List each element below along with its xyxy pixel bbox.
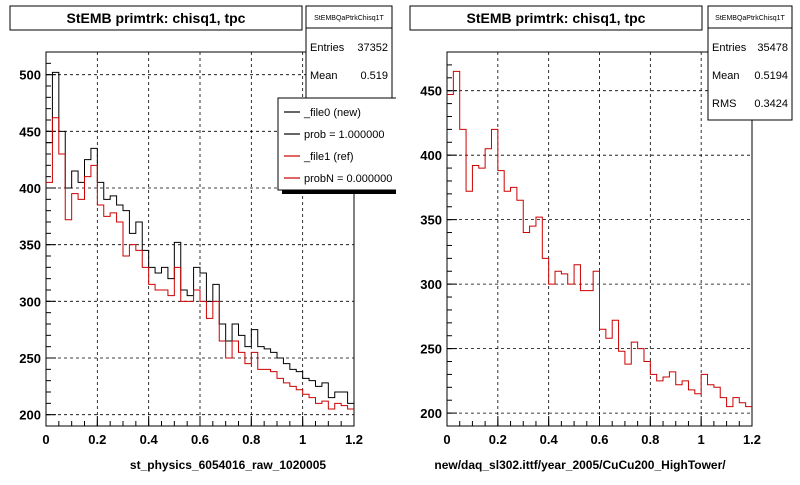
- x-tick-label: 1: [698, 432, 705, 447]
- stats-value: 35478: [757, 42, 788, 54]
- histogram-panel-1: 0 0.2 0.4 0.6 0.8 1 1.2 200 250 300 350 400 450 500 St…: [9, 5, 396, 472]
- y-tick-label: 200: [19, 408, 41, 423]
- y-tick-label: 400: [420, 148, 442, 163]
- y-tick-label: 350: [19, 238, 41, 253]
- y-tick-label: 200: [420, 406, 442, 421]
- series-line-2: [46, 117, 354, 410]
- y-tick-label: 400: [19, 181, 41, 196]
- x-tick-label: 1.2: [743, 432, 761, 447]
- stats-box: [305, 5, 393, 99]
- stats-value: 0.5194: [754, 70, 788, 82]
- chart-title: StEMB primtrk: chisq1, tpc: [67, 10, 246, 26]
- title-box: [409, 5, 703, 31]
- x-tick-label: 0.4: [540, 432, 559, 447]
- series-line-1: [447, 70, 752, 408]
- stats-name: StEMBQaPtrkChisq1T: [314, 15, 384, 22]
- y-tick-label: 350: [420, 213, 442, 228]
- legend-box: [277, 97, 396, 191]
- title-box: [9, 5, 303, 31]
- y-tick-label: 300: [19, 294, 41, 309]
- stats-label: RMS: [712, 98, 736, 110]
- stats-label: Entries: [712, 42, 747, 54]
- x-tick-label: 0: [42, 432, 49, 447]
- x-tick-label: 1: [299, 432, 306, 447]
- stats-label: Entries: [310, 42, 345, 54]
- x-tick-label: 0.8: [242, 432, 260, 447]
- stats-label: Mean: [712, 70, 740, 82]
- x-axis-label: new/daq_sl302.ittf/year_2005/CuCu200_Hig…: [434, 458, 726, 472]
- x-tick-label: 0.6: [191, 432, 209, 447]
- chart-title: StEMB primtrk: chisq1, tpc: [467, 10, 646, 26]
- x-tick-label: 0.2: [489, 432, 507, 447]
- legend-label: prob = 1.000000: [304, 129, 384, 141]
- y-tick-label: 250: [19, 351, 41, 366]
- stats-box: [707, 5, 793, 121]
- stats-value: 0.3424: [754, 98, 788, 110]
- x-tick-label: 0: [443, 432, 450, 447]
- y-tick-label: 300: [420, 277, 442, 292]
- y-tick-label: 250: [420, 342, 442, 357]
- stats-name: StEMBQaPtrkChisq1T: [715, 15, 785, 22]
- y-tick-label: 450: [19, 124, 41, 139]
- y-tick-label: 450: [420, 84, 442, 99]
- x-tick-label: 0.8: [641, 432, 659, 447]
- x-axis-label: st_physics_6054016_raw_1020005: [130, 458, 326, 472]
- x-tick-label: 0.2: [88, 432, 106, 447]
- x-tick-label: 0.4: [140, 432, 159, 447]
- stats-value: 37352: [357, 42, 388, 54]
- legend-label: _file0 (new): [303, 107, 361, 119]
- x-tick-label: 0.6: [590, 432, 608, 447]
- legend-label: probN = 0.000000: [304, 173, 392, 185]
- y-tick-label: 500: [19, 68, 41, 83]
- histogram-panel-2: 0 0.2 0.4 0.6 0.8 1 1.2 200 250 300 350 400 450 StEMB…: [409, 5, 793, 472]
- stats-value: 0.519: [360, 70, 388, 82]
- legend-label: _file1 (ref): [303, 151, 354, 163]
- legend: _file0 (new) prob = 1.000000 _file1 (ref) p…: [277, 97, 396, 194]
- stats-label: Mean: [310, 70, 338, 82]
- x-tick-label: 1.2: [345, 432, 363, 447]
